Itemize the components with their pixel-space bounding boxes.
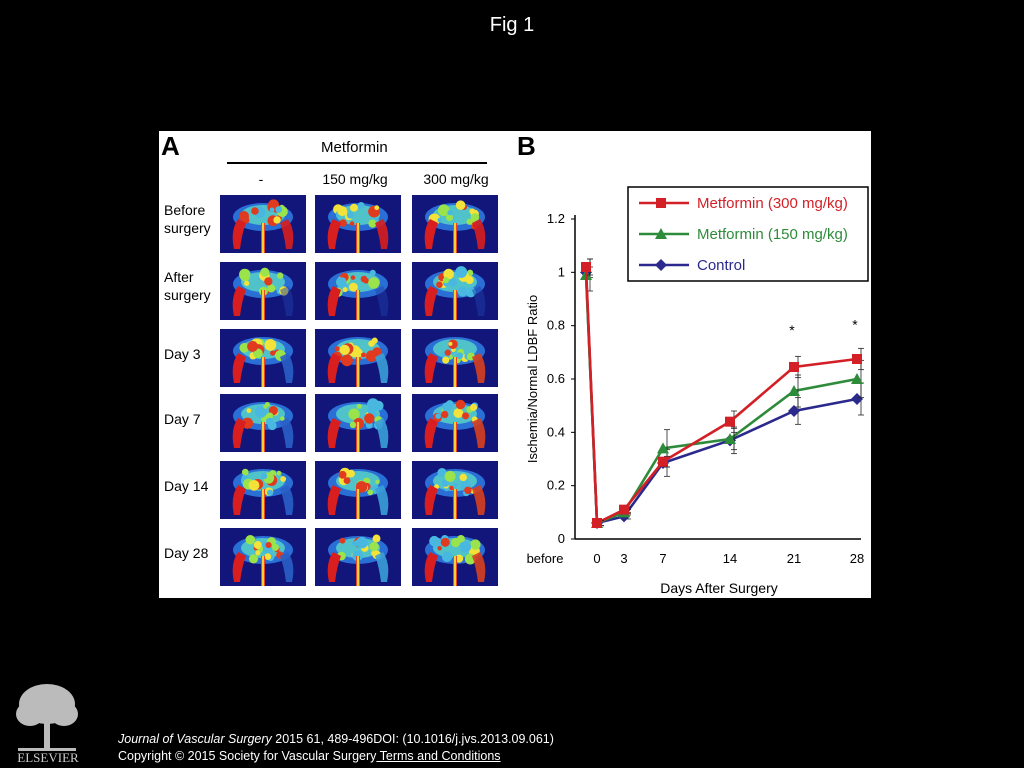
copyright-line: Copyright © 2015 Society for Vascular Su… xyxy=(118,748,554,765)
perfusion-image xyxy=(412,394,498,452)
elsevier-logo: ELSEVIER xyxy=(16,684,79,764)
dose-label-none: - xyxy=(258,171,264,187)
perfusion-image xyxy=(412,262,498,320)
figure-panel: A Metformin - 150 mg/kg 300 mg/kg Before… xyxy=(159,131,871,598)
x-tick-label: before xyxy=(527,551,564,566)
dose-label-150: 150 mg/kg xyxy=(322,171,388,187)
data-point xyxy=(851,373,863,384)
perfusion-image xyxy=(412,195,498,253)
perfusion-image xyxy=(315,262,401,320)
series-line xyxy=(584,274,858,525)
terms-link[interactable]: Terms and Conditions xyxy=(376,749,501,763)
data-point xyxy=(592,518,602,528)
perfusion-image xyxy=(220,262,306,320)
data-point xyxy=(788,405,800,417)
perfusion-image xyxy=(220,461,306,519)
y-tick-label: 1 xyxy=(558,264,565,279)
perfusion-image xyxy=(220,394,306,452)
series-line xyxy=(584,272,858,525)
perfusion-image xyxy=(315,461,401,519)
row-label: Day 3 xyxy=(164,346,201,362)
data-point xyxy=(724,433,736,444)
data-point xyxy=(657,442,669,454)
x-axis-label: Days After Surgery xyxy=(660,580,778,596)
data-point xyxy=(656,198,666,208)
perfusion-image xyxy=(220,195,306,253)
perfusion-image xyxy=(412,528,498,586)
data-point xyxy=(655,259,667,271)
y-tick-label: 0.8 xyxy=(547,318,565,333)
perfusion-image xyxy=(315,528,401,586)
row-label: Before surgery xyxy=(164,202,211,236)
journal-name: Journal of Vascular Surgery xyxy=(118,732,272,746)
y-tick-label: 0 xyxy=(558,531,565,546)
drug-label: Metformin xyxy=(321,139,388,156)
perfusion-image xyxy=(315,394,401,452)
x-tick-label: 21 xyxy=(787,551,801,566)
legend-entry: Control xyxy=(697,257,745,274)
citation-details: 2015 61, 489-496DOI: (10.1016/j.jvs.2013… xyxy=(271,732,554,746)
data-point xyxy=(725,416,735,427)
x-tick-label: 7 xyxy=(659,551,666,566)
y-tick-label: 0.2 xyxy=(547,478,565,493)
data-point xyxy=(851,393,863,405)
legend-entry: Metformin (300 mg/kg) xyxy=(697,195,848,212)
data-point xyxy=(658,456,668,467)
perfusion-image xyxy=(220,528,306,586)
row-label: Day 7 xyxy=(164,411,201,427)
row-label: Day 28 xyxy=(164,545,209,561)
citation-line: Journal of Vascular Surgery 2015 61, 489… xyxy=(118,731,554,748)
perfusion-image xyxy=(315,195,401,253)
y-tick-label: 1.2 xyxy=(547,211,565,226)
data-point xyxy=(619,504,629,515)
x-tick-label: 14 xyxy=(723,551,737,566)
data-point xyxy=(788,385,800,396)
data-point xyxy=(581,262,591,272)
x-tick-label: 28 xyxy=(850,551,864,566)
dose-label-300: 300 mg/kg xyxy=(423,171,489,187)
panel-b-letter: B xyxy=(517,131,536,161)
panel-a-letter: A xyxy=(161,131,180,161)
x-tick-label: 3 xyxy=(620,551,627,566)
publisher-wordmark: ELSEVIER xyxy=(17,750,79,764)
y-tick-label: 0.6 xyxy=(547,371,565,386)
row-label: After surgery xyxy=(164,269,211,303)
drug-header-line xyxy=(227,162,487,164)
figure-title: Fig 1 xyxy=(489,14,535,36)
perfusion-image xyxy=(412,461,498,519)
x-tick-label: 0 xyxy=(593,551,600,566)
significance-marker: * xyxy=(852,317,858,333)
copyright-text: Copyright © 2015 Society for Vascular Su… xyxy=(118,749,377,763)
citation-block: Journal of Vascular Surgery 2015 61, 489… xyxy=(118,731,554,765)
perfusion-image xyxy=(315,329,401,387)
perfusion-image xyxy=(220,329,306,387)
ldbf-line-chart: 0 0.2 0.4 0.6 0.8 1 1.2 before 0 3 7 14 21 28 Days Aft… xyxy=(525,186,869,596)
row-label: Day 14 xyxy=(164,478,209,494)
y-tick-label: 0.4 xyxy=(547,424,565,439)
series-line xyxy=(584,266,858,526)
data-point xyxy=(655,228,667,239)
y-axis-label: Ischemia/Normal LDBF Ratio xyxy=(525,295,540,463)
data-point xyxy=(789,362,799,372)
significance-marker: * xyxy=(789,322,795,338)
data-point xyxy=(852,354,862,364)
perfusion-image xyxy=(412,329,498,387)
legend-entry: Metformin (150 mg/kg) xyxy=(697,226,848,243)
